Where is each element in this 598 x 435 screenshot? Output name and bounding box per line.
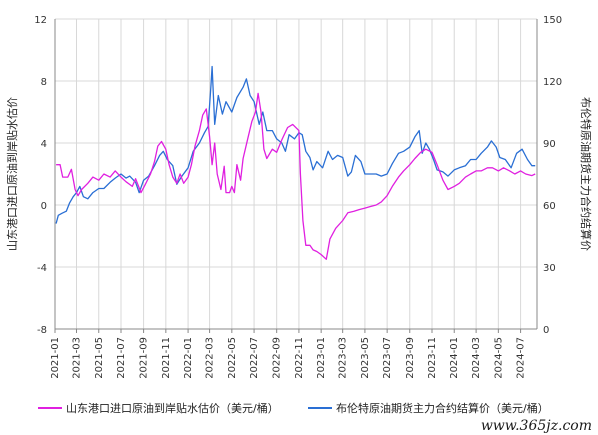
series-line-brent: [55, 65, 536, 224]
x-tick-label: 2022-11: [294, 337, 305, 379]
x-tick-label: 2024-05: [493, 337, 504, 379]
x-tick-label: 2022-05: [227, 337, 238, 379]
x-tick-label: 2022-09: [272, 337, 283, 379]
x-tick-label: 2021-07: [116, 337, 127, 379]
axes: [54, 19, 538, 333]
left-tick-label: -8: [37, 325, 47, 336]
left-tick-label: 4: [41, 139, 47, 150]
x-tick-label: 2023-03: [338, 337, 349, 379]
x-tick-label: 2024-03: [471, 337, 482, 379]
watermark-text: www.365jz.com: [481, 418, 592, 434]
x-tick-label: 2022-07: [249, 337, 260, 379]
series-line-premium: [56, 92, 536, 260]
legend: 山东港口进口原油到岸贴水估价（美元/桶） 布伦特原油期货主力合约结算价（美元/桶…: [38, 401, 549, 415]
x-tick-label: 2023-11: [427, 337, 438, 379]
x-tick-label: 2021-03: [72, 337, 83, 379]
right-tick-label: 60: [543, 201, 556, 212]
x-tick-label: 2021-01: [50, 337, 61, 379]
x-tick-label: 2021-11: [161, 337, 172, 379]
x-ticks: 2021-01 2021-03 2021-05 2021-07 2021-09 2021-…: [50, 337, 527, 379]
left-axis-title: 山东港口进口原油到岸贴水估价: [5, 97, 19, 251]
x-tick-label: 2023-07: [382, 337, 393, 379]
right-tick-label: 120: [543, 77, 562, 88]
x-tick-label: 2023-01: [316, 337, 327, 379]
right-axis-title: 布伦特原油期货主力合约结算价: [579, 97, 593, 251]
x-tick-label: 2021-09: [139, 337, 150, 379]
right-tick-label: 0: [543, 325, 549, 336]
right-y-ticks: 0 30 60 90 120 150: [543, 15, 562, 336]
right-tick-label: 150: [543, 15, 562, 26]
x-tick-label: 2022-03: [205, 337, 216, 379]
x-tick-label: 2021-05: [94, 337, 105, 379]
x-tick-label: 2022-01: [183, 337, 194, 379]
left-tick-label: 0: [41, 201, 47, 212]
x-tick-label: 2023-05: [360, 337, 371, 379]
left-tick-label: 8: [41, 77, 47, 88]
left-tick-label: 12: [34, 15, 47, 26]
series-layer: [55, 65, 536, 260]
legend-label-premium: 山东港口进口原油到岸贴水估价（美元/桶）: [66, 401, 279, 415]
legend-label-brent: 布伦特原油期货主力合约结算价（美元/桶）: [336, 401, 549, 415]
left-y-ticks: -8 -4 0 4 8 12: [34, 15, 47, 336]
x-tick-label: 2024-01: [449, 337, 460, 379]
x-tick-label: 2024-07: [516, 337, 527, 379]
x-tick-label: 2023-09: [405, 337, 416, 379]
left-tick-label: -4: [37, 263, 47, 274]
right-tick-label: 90: [543, 139, 556, 150]
grid: [54, 18, 537, 330]
right-tick-label: 30: [543, 263, 556, 274]
